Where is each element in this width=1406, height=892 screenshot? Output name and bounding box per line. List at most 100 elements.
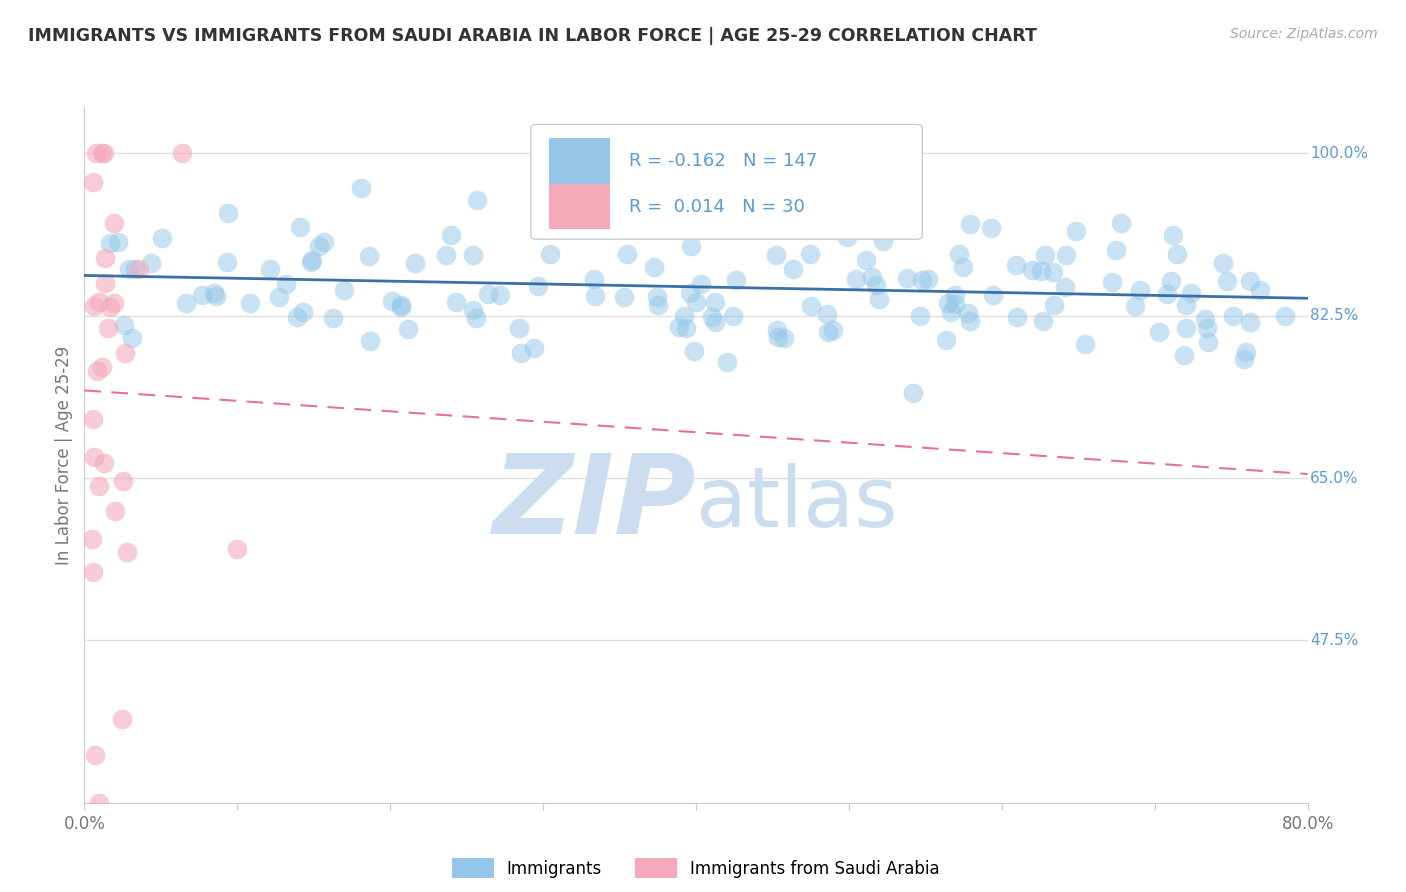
Point [936, 295, 959, 310]
Point [1033, 247, 1056, 261]
Point [107, 235, 129, 250]
Point [89, 295, 111, 310]
Point [489, 287, 512, 301]
Point [274, 277, 297, 292]
Point [538, 247, 561, 261]
Point [917, 271, 939, 285]
Point [90, 146, 112, 161]
Point [301, 252, 323, 267]
Point [668, 319, 690, 334]
Point [672, 174, 695, 188]
Point [685, 294, 707, 309]
Text: 47.5%: 47.5% [1310, 633, 1358, 648]
Point [90, 359, 112, 374]
Point [217, 206, 239, 220]
Text: atlas: atlas [696, 463, 897, 544]
Text: ZIP: ZIP [492, 450, 696, 558]
Point [799, 247, 821, 261]
Point [1129, 283, 1152, 297]
Point [1042, 265, 1064, 279]
Point [285, 310, 308, 325]
Point [817, 325, 839, 339]
Point [1180, 286, 1202, 301]
Point [523, 342, 546, 356]
Point [860, 269, 883, 284]
Point [772, 331, 794, 345]
Point [82, 532, 104, 546]
Point [582, 271, 605, 285]
Point [111, 712, 134, 726]
Point [124, 262, 146, 277]
Text: 65.0%: 65.0% [1310, 471, 1358, 485]
Point [868, 292, 890, 306]
Point [239, 295, 262, 310]
Point [381, 294, 404, 309]
Point [943, 297, 966, 311]
Text: 100.0%: 100.0% [1310, 146, 1368, 161]
Point [174, 295, 197, 310]
Point [404, 256, 426, 270]
Point [202, 286, 225, 301]
Point [1194, 312, 1216, 326]
Point [1101, 275, 1123, 289]
Point [703, 295, 725, 310]
Point [689, 277, 711, 292]
Point [1064, 224, 1087, 238]
Point [1005, 258, 1028, 272]
Point [308, 238, 330, 252]
Point [1166, 247, 1188, 261]
Point [191, 288, 214, 302]
Point [93, 456, 115, 470]
Point [508, 320, 530, 334]
Point [1160, 274, 1182, 288]
Point [464, 310, 486, 325]
Point [1161, 228, 1184, 243]
Point [613, 290, 636, 304]
Text: R =  0.014   N = 30: R = 0.014 N = 30 [628, 197, 804, 216]
Point [959, 314, 981, 328]
Point [1173, 348, 1195, 362]
Legend: Immigrants, Immigrants from Saudi Arabia: Immigrants, Immigrants from Saudi Arabia [446, 851, 946, 885]
Point [845, 272, 868, 286]
Point [510, 345, 533, 359]
Point [1175, 320, 1198, 334]
Point [1195, 321, 1218, 335]
Point [583, 288, 606, 302]
Point [865, 277, 887, 292]
Point [1032, 314, 1054, 328]
Point [679, 285, 702, 300]
Point [396, 321, 419, 335]
Point [703, 315, 725, 329]
Point [115, 545, 138, 559]
Point [357, 249, 380, 263]
Point [1197, 335, 1219, 350]
Y-axis label: In Labor Force | Age 25-29: In Labor Force | Age 25-29 [55, 345, 73, 565]
Point [679, 239, 702, 253]
Point [103, 217, 125, 231]
FancyBboxPatch shape [531, 124, 922, 239]
Point [724, 273, 747, 287]
Point [150, 231, 173, 245]
Point [908, 310, 931, 324]
Point [1005, 310, 1028, 324]
Point [121, 331, 143, 345]
Point [82, 175, 104, 189]
Point [98, 300, 121, 314]
Text: IMMIGRANTS VS IMMIGRANTS FROM SAUDI ARABIA IN LABOR FORCE | AGE 25-29 CORRELATIO: IMMIGRANTS VS IMMIGRANTS FROM SAUDI ARAB… [28, 27, 1038, 45]
Point [823, 323, 845, 337]
Point [118, 262, 141, 277]
Point [980, 220, 1002, 235]
Point [546, 213, 568, 227]
Point [941, 305, 963, 319]
Point [82, 412, 104, 426]
Point [1174, 298, 1197, 312]
Point [957, 306, 980, 320]
Point [911, 273, 934, 287]
Point [1222, 309, 1244, 323]
Point [128, 261, 150, 276]
Point [1054, 279, 1077, 293]
Point [716, 355, 738, 369]
Point [868, 187, 890, 202]
Point [1234, 345, 1257, 359]
Point [104, 503, 127, 517]
